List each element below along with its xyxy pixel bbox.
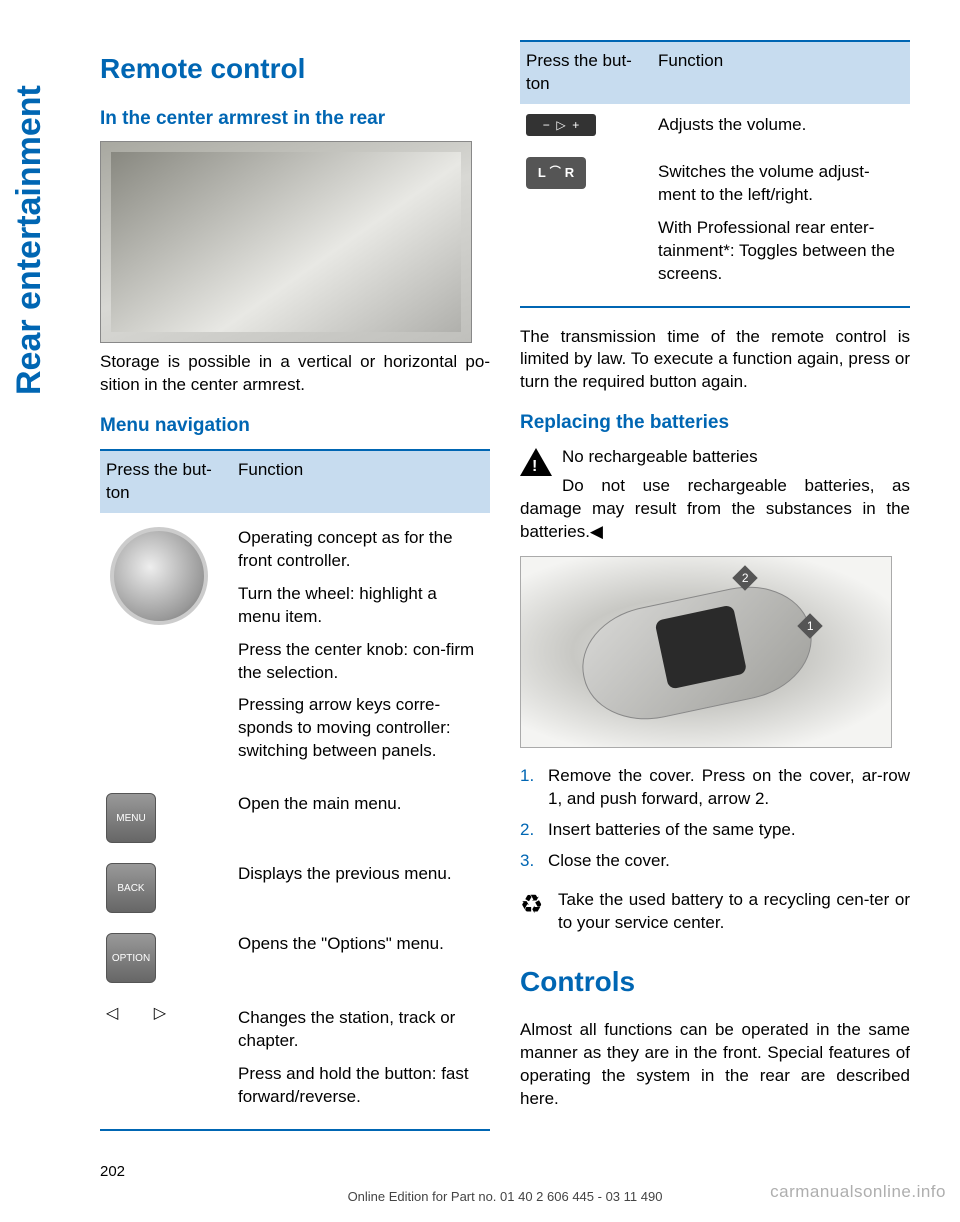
t2-r1-fn1: With Professional rear enter‐tainment*: … bbox=[658, 217, 904, 286]
warning-title: No rechargeable batteries bbox=[520, 446, 910, 469]
knob-icon-cell bbox=[100, 513, 232, 783]
t1-head-function: Function bbox=[232, 450, 490, 513]
warning-block: No rechargeable batteries Do not use rec… bbox=[520, 446, 910, 544]
storage-text: Storage is possible in a vertical or hor… bbox=[100, 351, 490, 397]
step-3: Close the cover. bbox=[520, 850, 910, 873]
prev-next-arrows-icon: ◁▷ bbox=[106, 1003, 166, 1027]
step-1: Remove the cover. Press on the cover, ar… bbox=[520, 765, 910, 811]
t1-r0-fn: Operating concept as for the front contr… bbox=[232, 513, 490, 783]
t2-r1-fn: Switches the volume adjust‐ment to the l… bbox=[652, 147, 910, 307]
armrest-photo-inner bbox=[111, 152, 461, 332]
table-row: ◁▷ Changes the station, track or chapter… bbox=[100, 993, 490, 1130]
back-button-icon: BACK bbox=[106, 863, 156, 913]
menu-button-icon: MENU bbox=[106, 793, 156, 843]
transmission-text: The transmission time of the remote cont… bbox=[520, 326, 910, 395]
heading-controls: Controls bbox=[520, 963, 910, 1001]
table-row: MENU Open the main menu. bbox=[100, 783, 490, 853]
page: Rear entertainment Remote control In the… bbox=[0, 0, 960, 1222]
function-table-2: Press the but‐ton Function − ▷ + Adjusts… bbox=[520, 40, 910, 308]
table-row: Operating concept as for the front contr… bbox=[100, 513, 490, 783]
recycle-icon: ♻ bbox=[520, 889, 550, 919]
heading-menu-navigation: Menu navigation bbox=[100, 413, 490, 439]
battery-replacement-diagram: 2 1 bbox=[520, 556, 892, 748]
controls-text: Almost all functions can be operated in … bbox=[520, 1019, 910, 1111]
t1-r0-fn0: Operating concept as for the front contr… bbox=[238, 527, 484, 573]
right-column: Press the but‐ton Function − ▷ + Adjusts… bbox=[520, 40, 910, 1131]
t1-head-button: Press the but‐ton bbox=[100, 450, 232, 513]
option-button-icon: OPTION bbox=[106, 933, 156, 983]
step-2: Insert batteries of the same type. bbox=[520, 819, 910, 842]
warning-body: Do not use rechargeable batteries, as da… bbox=[520, 475, 910, 544]
t1-r1-fn: Open the main menu. bbox=[232, 783, 490, 853]
table-row: L ⌒ R Switches the volume adjust‐ment to… bbox=[520, 147, 910, 307]
heading-center-armrest: In the center armrest in the rear bbox=[100, 106, 490, 132]
left-right-button-icon: L ⌒ R bbox=[526, 157, 586, 189]
t2-head-button: Press the but‐ton bbox=[520, 41, 652, 104]
t2-head-function: Function bbox=[652, 41, 910, 104]
t1-r4-fn1: Press and hold the button: fast forward/… bbox=[238, 1063, 484, 1109]
watermark: carmanualsonline.info bbox=[770, 1182, 946, 1202]
volume-button-icon: − ▷ + bbox=[526, 114, 596, 136]
controller-knob-icon bbox=[110, 527, 208, 625]
t2-r1-fn0: Switches the volume adjust‐ment to the l… bbox=[658, 161, 904, 207]
page-number: 202 bbox=[100, 1163, 125, 1180]
t1-r0-fn1: Turn the wheel: highlight a menu item. bbox=[238, 583, 484, 629]
table-row: − ▷ + Adjusts the volume. bbox=[520, 104, 910, 147]
left-column: Remote control In the center armrest in … bbox=[100, 40, 490, 1131]
function-table-1: Press the but‐ton Function Operating con… bbox=[100, 449, 490, 1131]
replacement-steps: Remove the cover. Press on the cover, ar… bbox=[520, 765, 910, 873]
remote-outline bbox=[572, 574, 822, 732]
t1-r3-fn: Opens the "Options" menu. bbox=[232, 923, 490, 993]
heading-replacing-batteries: Replacing the batteries bbox=[520, 410, 910, 436]
armrest-photo bbox=[100, 141, 472, 343]
table-row: OPTION Opens the "Options" menu. bbox=[100, 923, 490, 993]
content-columns: Remote control In the center armrest in … bbox=[100, 40, 910, 1131]
t1-r2-fn: Displays the previous menu. bbox=[232, 853, 490, 923]
t1-r0-fn2: Press the center knob: con‐firm the sele… bbox=[238, 639, 484, 685]
t1-r4-fn0: Changes the station, track or chapter. bbox=[238, 1007, 484, 1053]
recycle-text: Take the used battery to a recycling cen… bbox=[520, 889, 910, 935]
warning-triangle-icon bbox=[520, 448, 552, 476]
t1-r0-fn3: Pressing arrow keys corre‐sponds to movi… bbox=[238, 694, 484, 763]
t1-r4-fn: Changes the station, track or chapter. P… bbox=[232, 993, 490, 1130]
heading-remote-control: Remote control bbox=[100, 50, 490, 88]
recycle-block: ♻ Take the used battery to a recycling c… bbox=[520, 889, 910, 935]
table-row: BACK Displays the previous menu. bbox=[100, 853, 490, 923]
t2-r0-fn: Adjusts the volume. bbox=[652, 104, 910, 147]
section-side-label: Rear entertainment bbox=[10, 85, 49, 395]
